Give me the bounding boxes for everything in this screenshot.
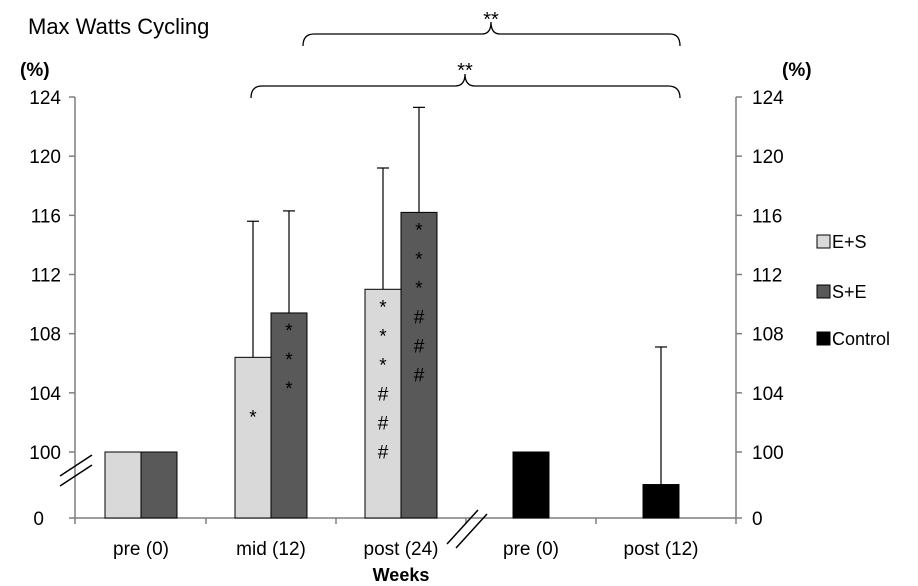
bar-annotation: * bbox=[379, 326, 387, 347]
bracket-lower bbox=[250, 73, 681, 99]
bracket-lower-label: ** bbox=[457, 60, 473, 82]
bar bbox=[104, 451, 142, 519]
legend-swatch-s-e bbox=[816, 284, 831, 299]
y-tick-label-right: 104 bbox=[752, 384, 784, 405]
bar-annotation: # bbox=[378, 442, 389, 463]
y-tick-label-zero-right: 0 bbox=[752, 509, 763, 530]
left-axis-ticks: 124 120 116 112 108 104 100 bbox=[29, 88, 75, 519]
right-axis-unit: (%) bbox=[782, 60, 812, 81]
bar-annotation: # bbox=[414, 365, 425, 386]
bar-annotation: # bbox=[378, 384, 389, 405]
legend: E+S S+E Control bbox=[816, 232, 890, 349]
bar-annotation: * bbox=[379, 355, 387, 376]
y-tick-label-zero-left: 0 bbox=[33, 509, 44, 530]
y-tick-label-right: 116 bbox=[752, 206, 782, 227]
bar-annotations: * * * * * * * # # # * * * # # # bbox=[249, 220, 424, 463]
axis-break-middle bbox=[446, 509, 488, 549]
chart-title: Max Watts Cycling bbox=[28, 14, 209, 39]
y-tick-label-right: 120 bbox=[752, 147, 784, 168]
bars bbox=[104, 106, 680, 519]
bracket-upper bbox=[302, 21, 681, 47]
y-tick-label-left: 112 bbox=[31, 266, 61, 287]
bar-annotation: # bbox=[414, 336, 425, 357]
bar-annotation: * bbox=[285, 350, 293, 371]
legend-swatch-e-s bbox=[816, 234, 831, 249]
legend-label-e-s: E+S bbox=[832, 232, 867, 252]
bar bbox=[400, 211, 438, 519]
bar-annotation: * bbox=[285, 321, 293, 342]
x-tick-label: post (12) bbox=[624, 539, 699, 560]
legend-label-s-e: S+E bbox=[832, 282, 867, 302]
bar-annotation: * bbox=[285, 379, 293, 400]
y-tick-label-left: 124 bbox=[29, 88, 61, 109]
y-tick-label-left: 100 bbox=[29, 443, 61, 464]
y-tick-label-right: 108 bbox=[752, 325, 784, 346]
x-tick-label: pre (0) bbox=[113, 539, 169, 560]
y-tick-label-right: 100 bbox=[752, 443, 784, 464]
bar bbox=[642, 484, 680, 519]
y-tick-label-left: 120 bbox=[29, 147, 61, 168]
bar-annotation: * bbox=[415, 249, 423, 270]
bar-annotation: * bbox=[379, 297, 387, 318]
bar bbox=[512, 451, 550, 519]
bar-annotation: # bbox=[378, 413, 389, 434]
bar bbox=[270, 312, 308, 519]
bar-annotation: # bbox=[414, 307, 425, 328]
y-tick-label-right: 124 bbox=[752, 88, 784, 109]
axis-break-left bbox=[59, 454, 93, 487]
bar-annotation: * bbox=[415, 220, 423, 241]
legend-label-control: Control bbox=[832, 329, 890, 349]
y-tick-label-left: 104 bbox=[29, 384, 61, 405]
y-tick-label-left: 116 bbox=[31, 206, 61, 227]
right-axis-ticks: 124 120 116 112 108 104 100 bbox=[736, 88, 784, 519]
left-axis-unit: (%) bbox=[20, 60, 50, 81]
x-tick-label: mid (12) bbox=[236, 539, 306, 560]
bar-annotation: * bbox=[249, 408, 257, 429]
y-tick-label-left: 108 bbox=[29, 325, 61, 346]
bar bbox=[364, 288, 402, 519]
legend-swatch-control bbox=[816, 331, 831, 346]
x-axis-ticks bbox=[74, 518, 737, 524]
x-tick-labels: pre (0) mid (12) post (24) pre (0) post (12) bbox=[113, 539, 698, 560]
x-tick-label: pre (0) bbox=[503, 539, 559, 560]
x-axis-title: Weeks bbox=[373, 565, 430, 585]
bar bbox=[234, 356, 272, 519]
bar bbox=[140, 451, 178, 519]
bracket-upper-label: ** bbox=[483, 9, 499, 31]
bar-annotation: * bbox=[415, 278, 423, 299]
x-tick-label: post (24) bbox=[364, 539, 439, 560]
y-tick-label-right: 112 bbox=[752, 266, 782, 287]
